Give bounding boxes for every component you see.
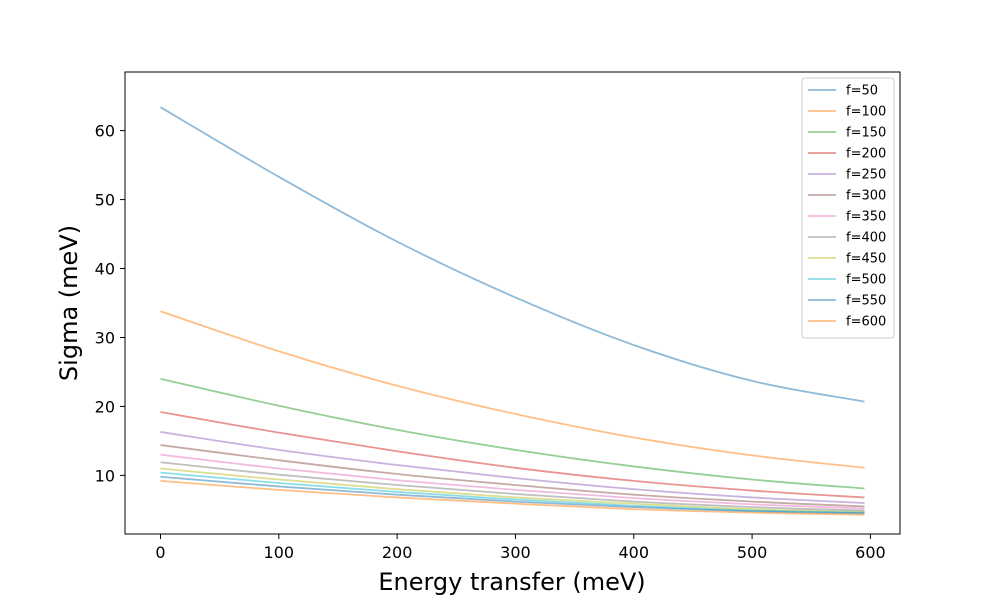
- y-axis-label: Sigma (meV): [55, 225, 83, 381]
- x-tick-label: 500: [737, 543, 768, 562]
- legend-label: f=100: [846, 105, 886, 120]
- x-tick-label: 0: [155, 543, 165, 562]
- series-line-f-450: [160, 467, 865, 513]
- series-line-f-550: [160, 475, 865, 515]
- series-line-f-100: [160, 310, 865, 469]
- legend-label: f=350: [846, 210, 886, 225]
- series-line-f-600: [160, 480, 865, 516]
- legend: f=50 f=100 f=150 f=200 f=250 f=300 f=350 f=400 f…: [801, 77, 895, 339]
- y-tick-label: 50: [95, 191, 115, 210]
- legend-label: f=250: [846, 168, 886, 183]
- legend-label: f=150: [846, 126, 886, 141]
- y-tick-label: 60: [95, 122, 115, 141]
- y-axis-ticks: 10 20 30 40 50 60: [95, 122, 125, 485]
- x-tick-label: 400: [619, 543, 650, 562]
- series-line-f-350: [160, 453, 865, 510]
- x-axis-ticks: 0 100 200 300 400 500 600: [155, 534, 886, 562]
- legend-label: f=200: [846, 147, 886, 162]
- x-tick-label: 100: [264, 543, 295, 562]
- x-axis-label: Energy transfer (meV): [378, 568, 645, 596]
- x-tick-label: 300: [500, 543, 531, 562]
- series-line-f-200: [160, 411, 865, 499]
- legend-label: f=50: [846, 84, 878, 99]
- y-tick-label: 30: [95, 328, 115, 347]
- series-line-f-250: [160, 431, 865, 504]
- plot-frame: [124, 71, 901, 535]
- legend-label: f=550: [846, 294, 886, 309]
- legend-label: f=600: [846, 315, 886, 330]
- legend-label: f=500: [846, 273, 886, 288]
- plot-lines: [160, 106, 865, 516]
- y-tick-label: 10: [95, 466, 115, 485]
- x-tick-label: 200: [382, 543, 413, 562]
- series-line-f-150: [160, 377, 865, 490]
- legend-label: f=450: [846, 252, 886, 267]
- x-tick-label: 600: [855, 543, 886, 562]
- legend-label: f=400: [846, 231, 886, 246]
- y-tick-label: 20: [95, 397, 115, 416]
- y-tick-label: 40: [95, 260, 115, 279]
- series-line-f-300: [160, 444, 865, 508]
- legend-box: [801, 77, 895, 339]
- series-line-f-400: [160, 461, 865, 512]
- legend-label: f=300: [846, 189, 886, 204]
- series-line-f-50: [160, 106, 865, 403]
